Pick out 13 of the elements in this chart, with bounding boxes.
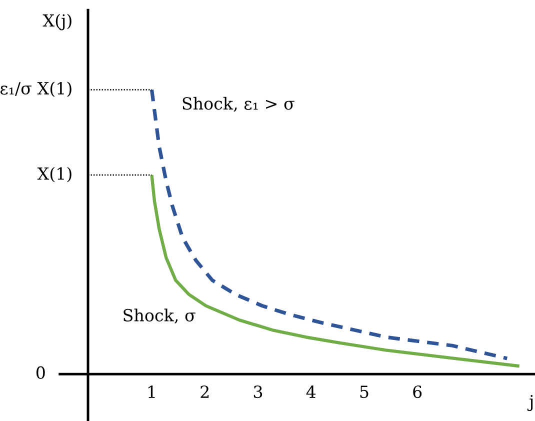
series-label: Shock, ε₁ > σ [182,96,294,112]
x-tick-label: 3 [254,385,262,398]
text: 0 [36,366,45,379]
x-tick-label: 1 [148,385,155,398]
x-axis-title: j [527,395,533,411]
x-tick-label: 5 [360,386,368,398]
x-tick-label: 6 [413,385,422,398]
annotation: ε₁/σ X(1) [0,82,72,97]
annotation: X(1) [37,166,72,182]
series-label: Shock, σ [124,308,196,324]
x-tick-label: 2 [200,385,209,398]
x-tick-label: 4 [306,385,316,398]
y-axis-title: X(j) [42,14,72,30]
